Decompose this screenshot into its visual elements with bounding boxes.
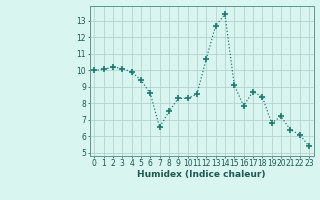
X-axis label: Humidex (Indice chaleur): Humidex (Indice chaleur) [137,170,266,179]
